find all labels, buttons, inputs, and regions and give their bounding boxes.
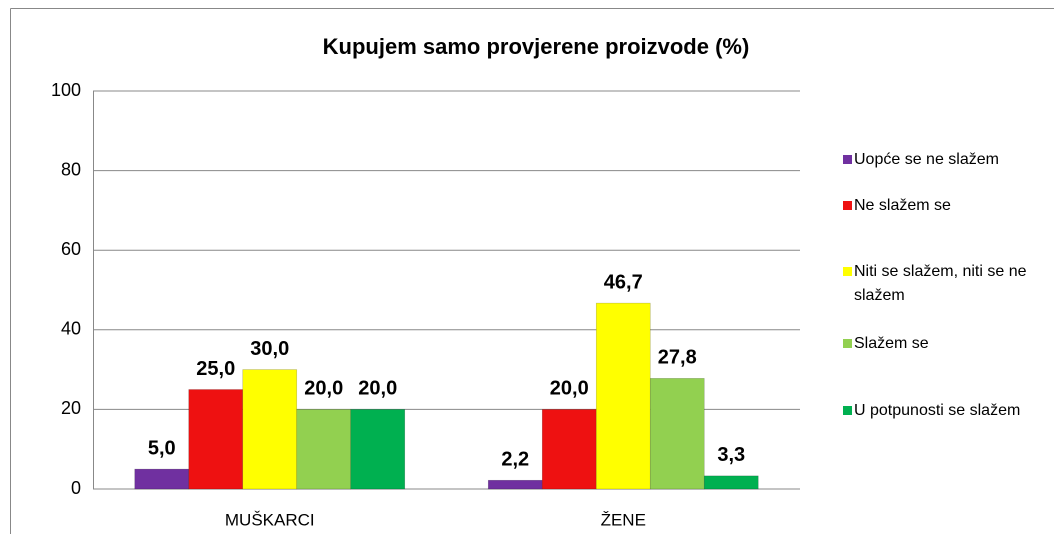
x-tick-label: MUŠKARCI [225, 510, 315, 529]
legend-label: Niti se slažem, niti se ne slažem [854, 263, 1027, 304]
value-label: 20,0 [358, 378, 397, 400]
legend-label: Ne slažem se [854, 197, 951, 214]
bar [242, 369, 298, 490]
legend-swatch [843, 155, 852, 164]
legend-swatch [843, 339, 852, 348]
bar [703, 475, 759, 490]
value-label: 3,3 [717, 444, 745, 466]
y-tick-label: 40 [61, 319, 81, 339]
y-tick-label: 80 [61, 159, 81, 179]
bar [350, 409, 406, 490]
bar [134, 468, 190, 490]
value-label: 30,0 [250, 338, 289, 360]
bar [595, 302, 651, 490]
legend-label: Slažem se [854, 335, 929, 352]
value-label: 46,7 [604, 271, 643, 293]
y-tick-label: 100 [51, 80, 81, 100]
legend-item: Niti se slažem, niti se ne slažem [840, 260, 1045, 308]
legend-item: U potpunosti se slažem [840, 399, 1045, 423]
legend-label: Uopće se ne slažem [854, 151, 999, 168]
x-tick-label: ŽENE [601, 510, 646, 529]
bar [541, 409, 597, 490]
value-label: 20,0 [550, 378, 589, 400]
legend-label: U potpunosti se slažem [854, 402, 1021, 419]
y-tick-label: 60 [61, 239, 81, 259]
legend-swatch [843, 201, 852, 210]
legend-swatch [843, 406, 852, 415]
value-label: 20,0 [304, 378, 343, 400]
value-label: 27,8 [658, 347, 697, 369]
legend-item: Ne slažem se [840, 194, 1045, 218]
value-label: 2,2 [501, 449, 529, 471]
bar [649, 378, 705, 490]
y-tick-label: 0 [71, 478, 81, 498]
y-tick-label: 20 [61, 398, 81, 418]
chart-title: Kupujem samo provjerene proizvode (%) [323, 34, 750, 59]
legend-swatch [843, 267, 852, 276]
legend-item: Uopće se ne slažem [840, 148, 1045, 172]
bar [487, 479, 543, 490]
bar [188, 389, 244, 490]
legend-item: Slažem se [840, 332, 1045, 356]
value-label: 25,0 [196, 358, 235, 380]
bar [296, 409, 352, 490]
value-label: 5,0 [148, 437, 176, 459]
